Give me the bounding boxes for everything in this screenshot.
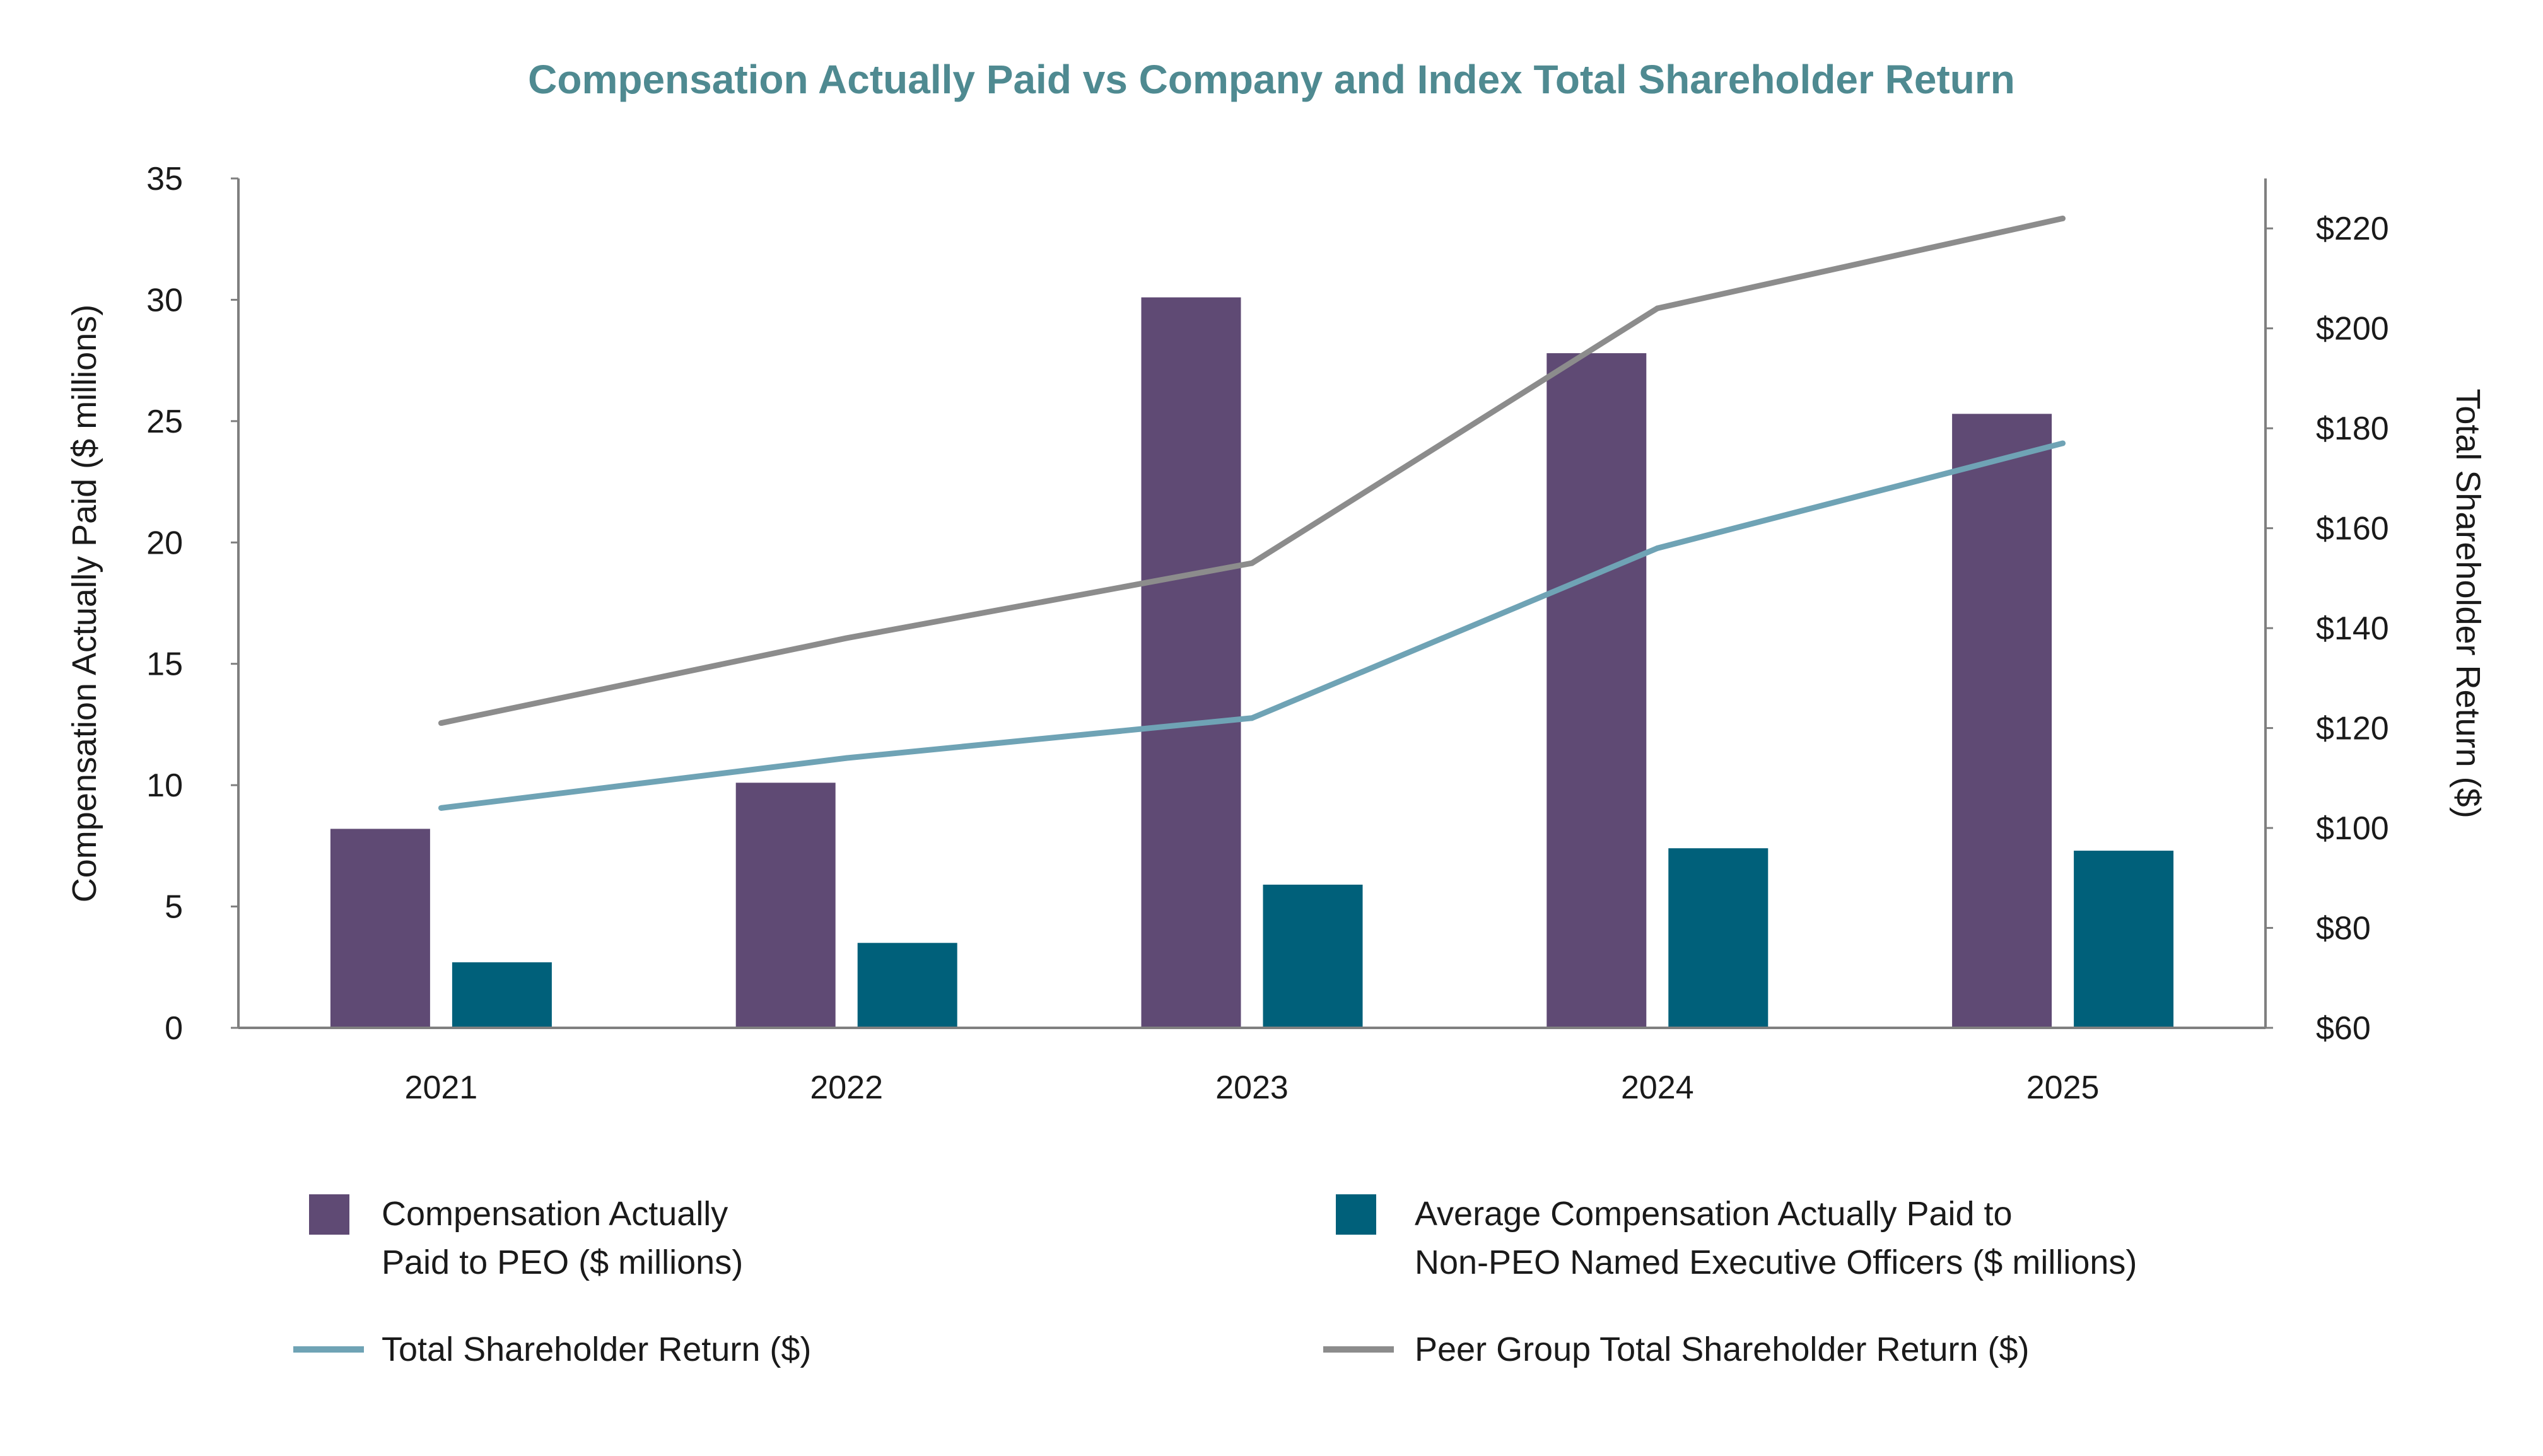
point-peer-2023 [1249,560,1255,566]
point-peer-2021 [438,720,444,726]
line-peer [440,215,2064,726]
y-left-tick-label: 25 [146,404,183,440]
y-left-tick-label: 35 [146,161,183,197]
x-tick-label: 2022 [810,1069,883,1106]
y-right-tick-label: $60 [2316,1010,2371,1047]
x-tick-label: 2021 [405,1069,478,1106]
x-tick-label: 2024 [1621,1069,1694,1106]
y-left-tick-label: 15 [146,646,183,683]
legend-label-peo: Compensation Actually [382,1195,728,1233]
point-peer-2022 [843,635,850,641]
y-right-axis-title: Total Shareholder Return ($) [2449,388,2487,818]
legend-label-peer: Peer Group Total Shareholder Return ($) [1415,1331,2030,1368]
y-right-tick-label: $180 [2316,411,2389,447]
legend-label-neo: Non-PEO Named Executive Officers ($ mill… [1415,1243,2137,1281]
y-right-tick-label: $220 [2316,211,2389,247]
y-right-tick-label: $120 [2316,711,2389,747]
legend-label-tsr: Total Shareholder Return ($) [382,1331,811,1368]
bar-neo-2025 [2074,851,2174,1028]
y-left-tick-label: 10 [146,767,183,804]
bar-peo-2022 [735,783,836,1028]
bar-peo-2024 [1546,353,1647,1028]
bar-peo-2021 [330,829,430,1028]
legend-swatch-peo [309,1194,349,1235]
point-tsr-2021 [438,805,444,811]
bar-peo-2023 [1141,297,1241,1028]
x-tick-label: 2025 [2026,1069,2100,1106]
bar-neo-2022 [857,943,957,1028]
y-left-axis-title: Compensation Actually Paid ($ millions) [66,305,103,902]
legend: Compensation Actually Paid to PEO ($ mill… [293,1194,2137,1368]
y-left-tick-label: 20 [146,525,183,561]
point-peer-2024 [1654,305,1661,312]
bar-peo-2025 [1952,414,2052,1028]
y-right-tick-label: $80 [2316,911,2371,947]
y-left-tick-label: 30 [146,282,183,318]
bar-neo-2023 [1263,884,1363,1028]
plot-area: 05101520253035$60$80$100$120$140$160$180… [66,161,2487,1106]
point-tsr-2025 [2060,440,2066,446]
chart-title: Compensation Actually Paid vs Company an… [528,57,2015,102]
legend-label-neo: Average Compensation Actually Paid to [1415,1195,2013,1233]
y-right-tick-label: $140 [2316,610,2389,647]
point-tsr-2023 [1249,715,1255,721]
legend-swatch-neo [1336,1194,1376,1235]
bar-neo-2021 [452,962,552,1028]
point-peer-2025 [2060,215,2066,221]
y-right-tick-label: $160 [2316,511,2389,547]
line-tsr [440,440,2064,811]
legend-label-peo: Paid to PEO ($ millions) [382,1243,743,1281]
point-tsr-2024 [1654,545,1661,551]
y-left-tick-label: 5 [165,889,183,926]
y-left-tick-label: 0 [165,1010,183,1047]
y-right-tick-label: $200 [2316,311,2389,347]
point-tsr-2022 [843,755,850,761]
bar-neo-2024 [1668,848,1768,1028]
x-tick-label: 2023 [1215,1069,1289,1106]
y-right-tick-label: $100 [2316,810,2389,847]
